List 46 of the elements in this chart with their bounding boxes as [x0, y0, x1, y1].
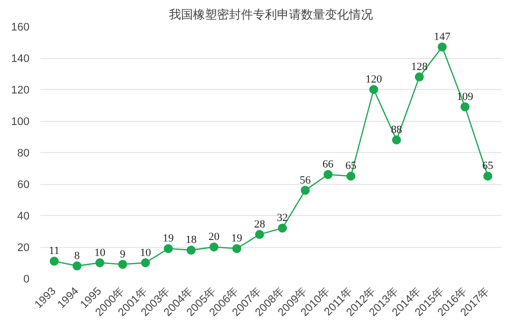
point — [369, 85, 378, 94]
point — [140, 258, 150, 268]
data-label: 19 — [231, 232, 243, 245]
y-tick-label: 80 — [17, 148, 30, 160]
y-tick-label: 120 — [11, 84, 30, 96]
data-label: 10 — [94, 246, 106, 259]
data-label: 18 — [186, 234, 198, 246]
data-label: 32 — [276, 212, 288, 224]
point — [209, 242, 218, 252]
data-label: 20 — [208, 231, 220, 243]
y-tick-label: 60 — [17, 179, 30, 191]
data-label: 9 — [120, 248, 126, 260]
point — [460, 102, 470, 112]
data-label: 8 — [74, 250, 80, 262]
y-tick-label: 0 — [23, 274, 30, 286]
data-label: 56 — [300, 174, 312, 186]
point — [438, 42, 447, 52]
data-label: 19 — [162, 232, 174, 245]
data-label: 120 — [365, 74, 382, 86]
point — [255, 230, 264, 239]
point — [324, 170, 333, 180]
y-tick-label: 160 — [11, 22, 30, 34]
data-label: 147 — [434, 30, 451, 43]
point — [186, 246, 196, 255]
point — [95, 258, 104, 268]
point — [278, 224, 287, 233]
data-label: 28 — [254, 218, 266, 230]
data-label: 11 — [48, 245, 60, 258]
point — [118, 260, 128, 269]
point — [232, 244, 242, 254]
point — [50, 256, 59, 266]
point — [72, 261, 82, 270]
chart-title: 我国橡塑密封件专利申请数量变化情况 — [169, 8, 373, 22]
y-tick-label: 140 — [11, 53, 30, 65]
y-tick-label: 40 — [17, 210, 30, 222]
point — [346, 172, 356, 181]
point — [392, 135, 402, 144]
point — [483, 172, 492, 181]
y-tick-label: 100 — [11, 116, 30, 128]
point — [414, 72, 424, 82]
point — [164, 244, 173, 254]
point — [300, 186, 310, 195]
y-tick-label: 20 — [17, 242, 30, 254]
data-label: 66 — [322, 158, 334, 171]
data-label: 128 — [411, 60, 428, 73]
data-label: 10 — [140, 246, 152, 259]
